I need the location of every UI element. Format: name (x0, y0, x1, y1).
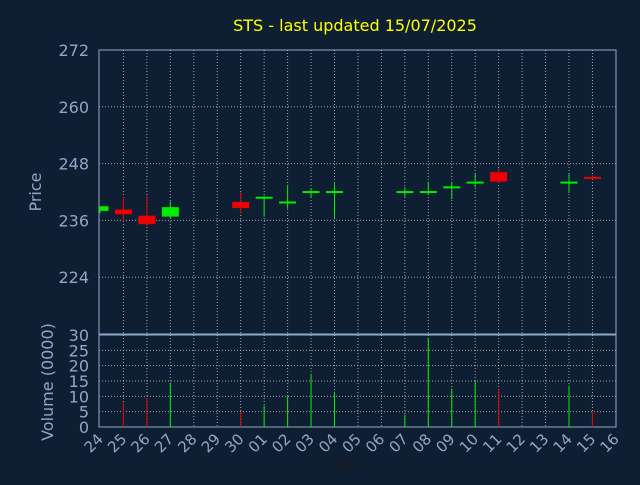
candle-body (161, 207, 179, 217)
volume-tick-label: 25 (69, 341, 89, 360)
volume-tick-label: 30 (69, 326, 89, 345)
volume-tick-label: 15 (69, 372, 89, 391)
candle-body (326, 191, 343, 194)
candle-body (443, 186, 461, 189)
candle-body (99, 206, 109, 211)
candle-body (232, 201, 250, 209)
candle-body (138, 215, 156, 225)
candle-body (560, 181, 578, 184)
candle-body (114, 209, 132, 215)
candle-body (302, 191, 320, 194)
price-tick-label: 248 (58, 155, 89, 174)
candle-body (583, 176, 601, 179)
price-tick-label: 224 (58, 268, 89, 287)
candle-body (279, 201, 297, 204)
volume-tick-label: 0 (79, 418, 89, 437)
price-tick-label: 272 (58, 41, 89, 60)
volume-tick-label: 10 (69, 387, 89, 406)
volume-tick-label: 20 (69, 357, 89, 376)
candle-body (396, 191, 414, 194)
volume-tick-label: 5 (79, 403, 89, 422)
price-tick-label: 236 (58, 211, 89, 230)
price-axis-label: Price (26, 172, 45, 211)
candle-body (490, 172, 508, 182)
price-tick-label: 260 (58, 98, 89, 117)
chart-title: STS - last updated 15/07/2025 (233, 16, 477, 35)
candle-body (466, 181, 484, 184)
candle-body (419, 191, 437, 194)
x-axis-label: Day (333, 457, 363, 475)
candle-body (255, 196, 273, 199)
volume-axis-label: Volume (0000) (38, 323, 57, 441)
